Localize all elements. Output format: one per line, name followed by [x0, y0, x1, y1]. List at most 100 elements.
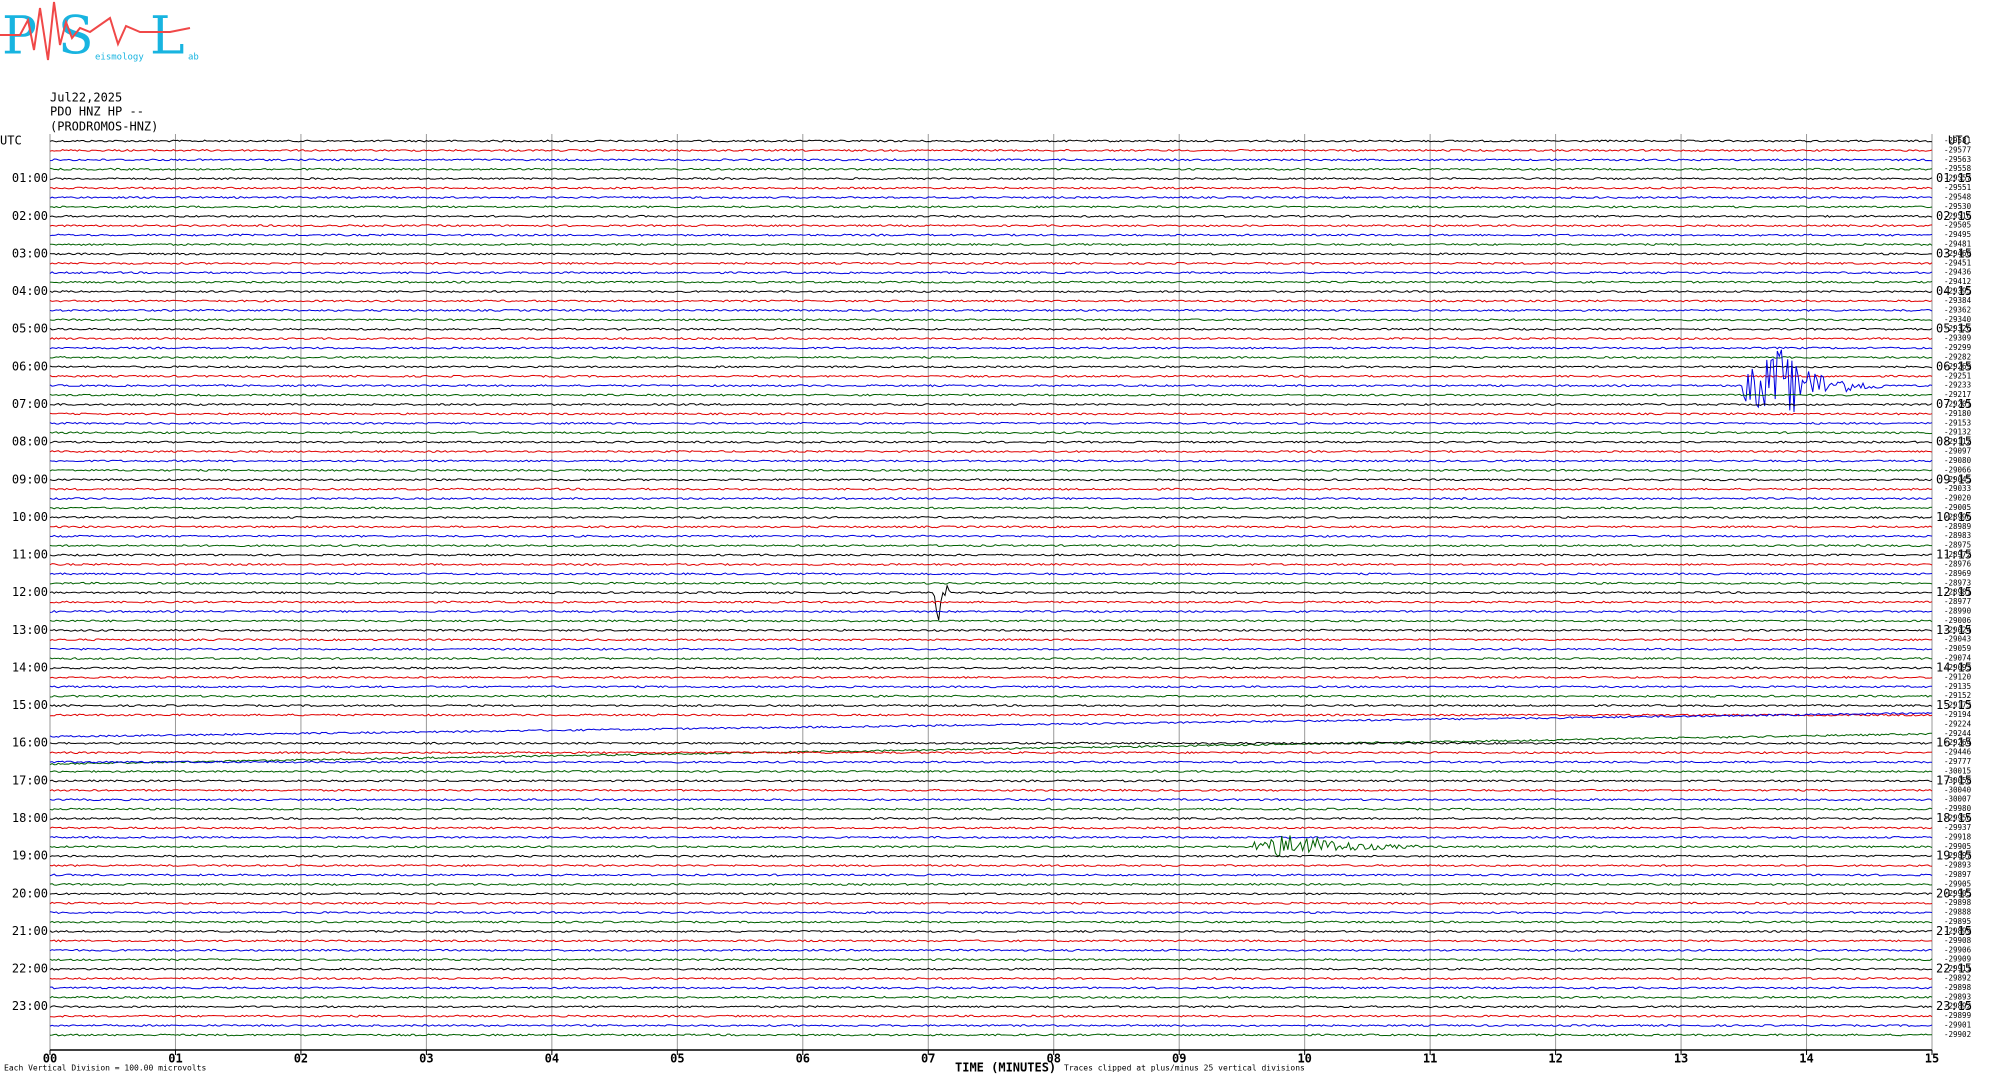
trace-offset: -29899 [1944, 1011, 1971, 1020]
trace-offset: -29093 [1944, 663, 1971, 672]
trace [49, 139, 1933, 143]
trace [50, 647, 1932, 651]
trace-offset: -30015 [1944, 766, 1971, 775]
trace [49, 572, 1933, 576]
trace [49, 158, 1933, 162]
left-time-label: 21:00 [12, 924, 48, 938]
trace [49, 675, 1933, 679]
trace-offset: -29201 [1944, 399, 1971, 408]
left-time-label: 10:00 [12, 510, 48, 524]
trace-offset: -28996 [1944, 512, 1972, 521]
trace-offset: -29557 [1944, 174, 1971, 183]
x-tick-label: 02 [294, 1052, 308, 1066]
trace-offset: -29233 [1944, 381, 1971, 390]
right-time-label: 05:15 [1936, 322, 1972, 336]
trace [49, 355, 1933, 359]
left-time-label: UTC [0, 134, 22, 148]
left-time-label: 19:00 [12, 849, 48, 863]
left-time-label: 06:00 [12, 359, 48, 373]
left-time-label: 23:00 [12, 999, 48, 1013]
trace [49, 751, 1933, 755]
trace-offset: -29180 [1944, 409, 1972, 418]
trace [49, 214, 1933, 218]
trace [49, 374, 1933, 378]
trace-offset: -29897 [1944, 870, 1971, 879]
trace-offset: -28983 [1944, 531, 1971, 540]
trace [49, 261, 1933, 265]
trace-offset: -29905 [1944, 879, 1971, 888]
left-time-label: 11:00 [12, 548, 48, 562]
trace-offset: -28990 [1944, 607, 1972, 616]
trace-offset: -29558 [1944, 164, 1972, 173]
left-time-label: 22:00 [12, 962, 48, 976]
trace-offset: -29893 [1944, 861, 1971, 870]
trace-offset: -29132 [1944, 428, 1971, 437]
trace-offset: -28969 [1944, 569, 1971, 578]
trace-offset: -29412 [1944, 277, 1971, 286]
trace [49, 958, 1933, 962]
trace-offset: -29112 [1944, 437, 1971, 446]
trace [49, 929, 1933, 933]
trace-offset: -29495 [1944, 230, 1971, 239]
trace-offset: -29909 [1944, 955, 1971, 964]
trace [49, 205, 1933, 209]
trace [49, 628, 1933, 632]
trace [49, 412, 1933, 416]
right-time-label: 17:15 [1936, 773, 1972, 787]
left-time-label: 17:00 [12, 773, 48, 787]
x-tick-label: 06 [796, 1052, 810, 1066]
trace-offset: -29120 [1944, 672, 1972, 681]
trace [49, 713, 1933, 717]
trace [49, 440, 1932, 444]
trace-offset: -30058 [1944, 776, 1972, 785]
trace-offset: -29551 [1944, 183, 1971, 192]
right-time-label: 19:15 [1936, 849, 1972, 863]
trace-offset: -29911 [1944, 964, 1971, 973]
trace [49, 657, 1933, 661]
trace-offset: -29097 [1944, 447, 1971, 456]
trace-offset: -30007 [1944, 795, 1971, 804]
x-tick-label: 09 [1172, 1052, 1186, 1066]
trace [49, 816, 1933, 821]
trace [49, 769, 1933, 773]
trace-offset: -29066 [1944, 465, 1972, 474]
trace [49, 497, 1933, 501]
right-time-label: 20:15 [1936, 886, 1972, 900]
trace-offset: -29902 [1944, 1030, 1971, 1039]
trace-offset: -29217 [1944, 390, 1971, 399]
trace-offset: -28973 [1944, 578, 1971, 587]
left-time-label: 15:00 [12, 698, 48, 712]
trace [50, 403, 1933, 406]
x-tick-label: 07 [921, 1052, 935, 1066]
trace-offset: -28981 [1944, 588, 1971, 597]
trace-offset: -29436 [1944, 268, 1972, 277]
trace-offset: -28977 [1944, 597, 1971, 606]
trace [49, 600, 1933, 604]
trace-offset: -29224 [1944, 719, 1972, 728]
trace-offset: -29282 [1944, 352, 1971, 361]
trace-offset: -29020 [1944, 494, 1972, 503]
left-time-label: 07:00 [12, 397, 48, 411]
trace [49, 487, 1933, 491]
trace-offset: -28975 [1944, 541, 1971, 550]
trace-offset: -29264 [1944, 738, 1972, 747]
right-time-label: 06:15 [1936, 359, 1972, 373]
trace-offset: -29577 [1944, 145, 1971, 154]
trace [49, 798, 1933, 802]
right-time-label: UTC [1948, 134, 1970, 148]
trace [49, 835, 1933, 839]
right-time-label: 22:15 [1936, 962, 1972, 976]
trace-offset: -29135 [1944, 682, 1971, 691]
trace-offset: -29395 [1944, 287, 1971, 296]
left-time-label: 13:00 [12, 623, 48, 637]
left-time-label: 05:00 [12, 322, 48, 336]
left-time-label: 18:00 [12, 811, 48, 825]
right-time-label: 02:15 [1936, 209, 1972, 223]
trace [49, 666, 1933, 670]
trace [49, 704, 1933, 708]
trace [49, 712, 1933, 738]
trace-offset: -29251 [1944, 371, 1971, 380]
trace [49, 584, 1933, 621]
x-tick-label: 11 [1423, 1052, 1437, 1066]
trace [49, 892, 1933, 896]
